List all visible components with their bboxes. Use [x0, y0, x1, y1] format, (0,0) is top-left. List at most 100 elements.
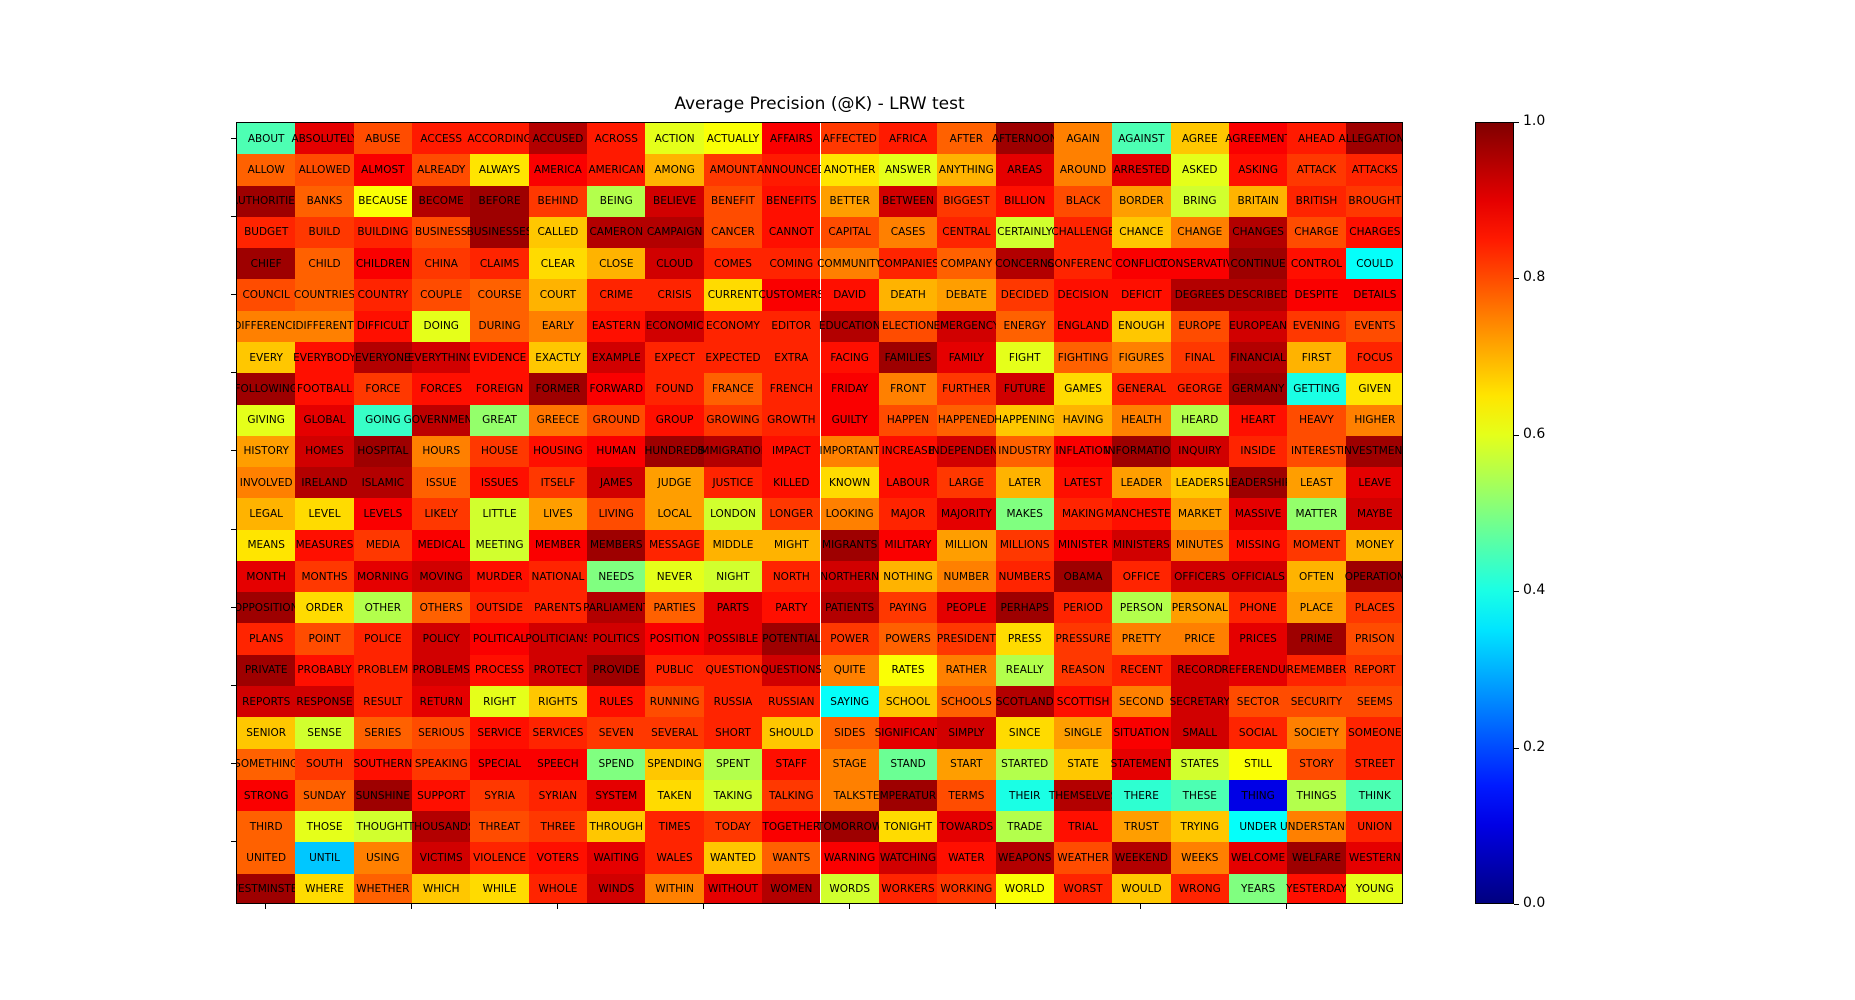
heatmap-cell: STATE	[1053, 748, 1113, 780]
heatmap-cell: VIOLENCE	[470, 842, 529, 874]
heatmap-cell: DURING	[470, 310, 529, 342]
heatmap-cell: ENGLAND	[1053, 310, 1113, 342]
heatmap-cell: THEIR	[995, 779, 1054, 812]
heatmap-cell: RULES	[587, 686, 646, 718]
heatmap-cell: HAPPENED	[937, 404, 996, 436]
heatmap-cell: FOUND	[645, 373, 704, 405]
heatmap-cell: CANCER	[703, 216, 763, 249]
heatmap-cell: SERVICES	[528, 717, 588, 749]
heatmap-cell: EDITOR	[762, 310, 821, 342]
heatmap-cell: SERVICE	[470, 717, 529, 749]
heatmap-cell: SEVERAL	[645, 717, 704, 749]
heatmap-cell: RUNNING	[645, 686, 704, 718]
colorbar-tick	[1514, 747, 1519, 749]
heatmap-cell: FAMILY	[937, 341, 996, 374]
heatmap-cell: RATHER	[937, 654, 996, 687]
heatmap-cell: TOGETHER	[762, 811, 821, 843]
y-tick	[231, 841, 236, 843]
heatmap-cell: ASKED	[1170, 154, 1229, 186]
heatmap-cell: SENIOR	[237, 717, 296, 749]
heatmap-cell: EVERYTHING	[408, 341, 475, 374]
heatmap-cell: SUPPORT	[412, 779, 471, 812]
heatmap-cell: WRONG	[1170, 873, 1229, 903]
heatmap-cell: PROBABLY	[295, 654, 354, 687]
heatmap-cell: THOSE	[295, 811, 354, 843]
heatmap-cell: THIRD	[237, 811, 296, 843]
heatmap-cell: LOCAL	[645, 498, 704, 530]
heatmap-cell: AFRICA	[878, 123, 938, 155]
heatmap-cell: CURRENT	[703, 279, 763, 311]
heatmap-cell: SPECIAL	[470, 748, 529, 780]
heatmap-cell: CAPITAL	[820, 216, 879, 249]
heatmap-cell: MIGHT	[762, 529, 821, 561]
colorbar-tick-label: 0.0	[1523, 895, 1546, 911]
heatmap-cell: WOMEN	[762, 873, 821, 903]
heatmap-cell: SYRIA	[470, 779, 529, 812]
heatmap-cell: CONSERVATIVE	[1160, 248, 1240, 280]
heatmap-cell: INDUSTRY	[995, 435, 1054, 468]
heatmap-cell: MURDER	[470, 560, 529, 593]
heatmap-cell: BECAUSE	[353, 185, 413, 217]
heatmap-cell: ALLOWED	[295, 154, 354, 186]
heatmap-cell: IMMIGRATION	[697, 435, 769, 468]
heatmap-cell: RIGHT	[470, 686, 529, 718]
heatmap-cell: LIVES	[528, 498, 588, 530]
heatmap-cell: LEADER	[1112, 467, 1171, 499]
y-tick	[231, 606, 236, 608]
heatmap-cell: PLACES	[1345, 592, 1402, 624]
heatmap-cell: LIVING	[587, 498, 646, 530]
colorbar-tick	[1514, 434, 1519, 436]
heatmap-cell: AREAS	[995, 154, 1054, 186]
heatmap-cell: ASKING	[1228, 154, 1288, 186]
heatmap-cell: BIGGEST	[937, 185, 996, 217]
heatmap-cell: MATTER	[1287, 498, 1346, 530]
heatmap-cell: PARENTS	[528, 592, 588, 624]
heatmap-cell: SHORT	[703, 717, 763, 749]
heatmap-cell: SECURITY	[1287, 686, 1346, 718]
heatmap-cell: STREET	[1345, 748, 1402, 780]
heatmap-cell: EVERYBODY	[293, 341, 356, 374]
heatmap-cell: FINAL	[1170, 341, 1229, 374]
heatmap-cell: NOTHING	[878, 560, 938, 593]
heatmap-cell: PROVIDE	[587, 654, 646, 687]
heatmap-cell: CHANCE	[1112, 216, 1171, 249]
heatmap-cell: WORKING	[937, 873, 996, 903]
heatmap-cell: SECTOR	[1228, 686, 1288, 718]
heatmap-cell: MEDICAL	[412, 529, 471, 561]
heatmap-cell: ATTACK	[1287, 154, 1346, 186]
y-tick	[231, 294, 236, 296]
heatmap-cell: GENERAL	[1112, 373, 1171, 405]
heatmap-cell: KILLED	[762, 467, 821, 499]
heatmap-cell: OFFICE	[1112, 560, 1171, 593]
heatmap-cell: BENEFITS	[762, 185, 821, 217]
heatmap-cell: TAKEN	[645, 779, 704, 812]
heatmap-cell: ANYTHING	[937, 154, 996, 186]
heatmap-cell: FOOTBALL	[295, 373, 354, 405]
heatmap-cell: MILLION	[937, 529, 996, 561]
heatmap-cell: POLITICS	[587, 623, 646, 655]
heatmap-cell: WATER	[937, 842, 996, 874]
heatmap-cell: CLOUD	[645, 248, 704, 280]
heatmap-cell: DIFFERENT	[295, 310, 354, 342]
heatmap-cell: DECIDED	[995, 279, 1054, 311]
heatmap-cell: WEATHER	[1053, 842, 1113, 874]
heatmap-cell: PROCESS	[470, 654, 529, 687]
heatmap-cell: PRIME	[1287, 623, 1346, 655]
heatmap-cell: COMING	[762, 248, 821, 280]
heatmap-cell: AGREEMENT	[1225, 123, 1291, 155]
heatmap-cell: MIGRANTS	[820, 529, 879, 561]
heatmap-cell: CANNOT	[762, 216, 821, 249]
y-tick	[231, 450, 236, 452]
heatmap-cell: INTEREST	[1287, 435, 1346, 468]
heatmap-cell: DEATH	[878, 279, 938, 311]
heatmap-cell: LEADERSHIP	[1225, 467, 1291, 499]
heatmap-cell: DAVID	[820, 279, 879, 311]
heatmap-cell: ATTACKS	[1345, 154, 1402, 186]
heatmap-cell: FIGHT	[995, 341, 1054, 374]
heatmap-cell: MEDIA	[353, 529, 413, 561]
heatmap-cell: PLANS	[237, 623, 296, 655]
heatmap-cell: PERSONAL	[1170, 592, 1229, 624]
heatmap-cell: THINGS	[1287, 779, 1346, 812]
heatmap-cell: RIGHTS	[528, 686, 588, 718]
heatmap-cell: QUESTION	[703, 654, 763, 687]
